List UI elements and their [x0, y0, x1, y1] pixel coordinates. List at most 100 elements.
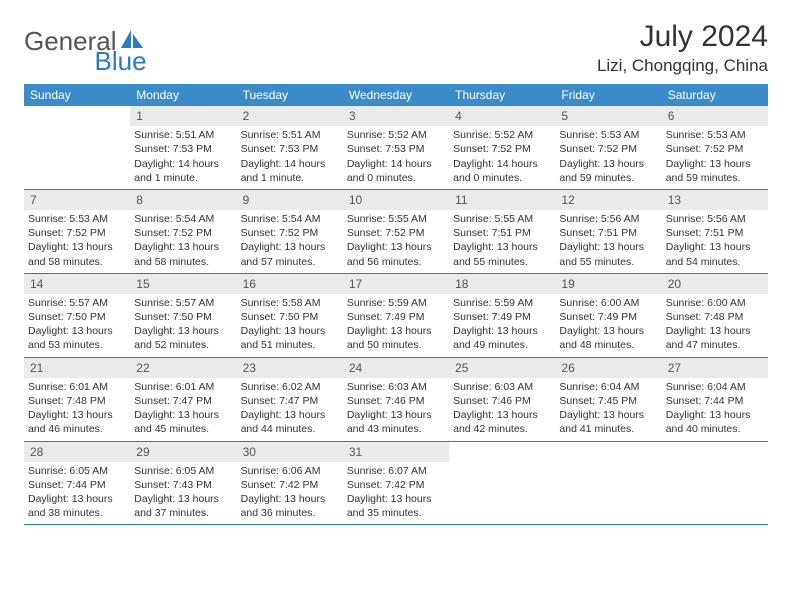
weekday-header: Sunday [24, 84, 130, 106]
day-details: Sunrise: 5:56 AMSunset: 7:51 PMDaylight:… [662, 210, 768, 273]
daylight-text: Daylight: 13 hours and 48 minutes. [559, 324, 657, 352]
day-details: Sunrise: 6:02 AMSunset: 7:47 PMDaylight:… [237, 378, 343, 441]
day-cell: 26Sunrise: 6:04 AMSunset: 7:45 PMDayligh… [555, 358, 661, 441]
sunset-text: Sunset: 7:53 PM [241, 142, 339, 156]
day-cell: 16Sunrise: 5:58 AMSunset: 7:50 PMDayligh… [237, 274, 343, 357]
day-cell: 17Sunrise: 5:59 AMSunset: 7:49 PMDayligh… [343, 274, 449, 357]
day-details: Sunrise: 5:59 AMSunset: 7:49 PMDaylight:… [343, 294, 449, 357]
day-details: Sunrise: 5:55 AMSunset: 7:52 PMDaylight:… [343, 210, 449, 273]
day-cell: 14Sunrise: 5:57 AMSunset: 7:50 PMDayligh… [24, 274, 130, 357]
day-details: Sunrise: 5:54 AMSunset: 7:52 PMDaylight:… [130, 210, 236, 273]
day-details: Sunrise: 5:53 AMSunset: 7:52 PMDaylight:… [24, 210, 130, 273]
sunrise-text: Sunrise: 5:55 AM [453, 212, 551, 226]
daylight-text: Daylight: 13 hours and 59 minutes. [559, 157, 657, 185]
sunrise-text: Sunrise: 6:00 AM [666, 296, 764, 310]
weekday-header-row: Sunday Monday Tuesday Wednesday Thursday… [24, 84, 768, 106]
sunset-text: Sunset: 7:49 PM [347, 310, 445, 324]
day-number: 4 [449, 106, 555, 126]
day-number: 14 [24, 274, 130, 294]
calendar-grid: Sunday Monday Tuesday Wednesday Thursday… [24, 84, 768, 525]
day-number: 31 [343, 442, 449, 462]
day-cell: 9Sunrise: 5:54 AMSunset: 7:52 PMDaylight… [237, 190, 343, 273]
day-cell: 29Sunrise: 6:05 AMSunset: 7:43 PMDayligh… [130, 442, 236, 525]
day-details: Sunrise: 6:03 AMSunset: 7:46 PMDaylight:… [343, 378, 449, 441]
weekday-header: Thursday [449, 84, 555, 106]
daylight-text: Daylight: 13 hours and 44 minutes. [241, 408, 339, 436]
daylight-text: Daylight: 13 hours and 40 minutes. [666, 408, 764, 436]
daylight-text: Daylight: 14 hours and 1 minute. [241, 157, 339, 185]
sunrise-text: Sunrise: 5:55 AM [347, 212, 445, 226]
sunrise-text: Sunrise: 5:54 AM [134, 212, 232, 226]
daylight-text: Daylight: 13 hours and 55 minutes. [559, 240, 657, 268]
day-number: 10 [343, 190, 449, 210]
sunrise-text: Sunrise: 5:59 AM [453, 296, 551, 310]
daylight-text: Daylight: 13 hours and 57 minutes. [241, 240, 339, 268]
sunset-text: Sunset: 7:51 PM [453, 226, 551, 240]
sunset-text: Sunset: 7:50 PM [134, 310, 232, 324]
sunrise-text: Sunrise: 6:03 AM [347, 380, 445, 394]
daylight-text: Daylight: 14 hours and 0 minutes. [453, 157, 551, 185]
day-details: Sunrise: 5:51 AMSunset: 7:53 PMDaylight:… [237, 126, 343, 189]
sunrise-text: Sunrise: 5:51 AM [134, 128, 232, 142]
title-block: July 2024 Lizi, Chongqing, China [597, 20, 768, 76]
day-number: 24 [343, 358, 449, 378]
day-cell: 22Sunrise: 6:01 AMSunset: 7:47 PMDayligh… [130, 358, 236, 441]
daylight-text: Daylight: 13 hours and 49 minutes. [453, 324, 551, 352]
sunrise-text: Sunrise: 5:52 AM [453, 128, 551, 142]
week-row: 21Sunrise: 6:01 AMSunset: 7:48 PMDayligh… [24, 358, 768, 442]
day-details: Sunrise: 6:01 AMSunset: 7:47 PMDaylight:… [130, 378, 236, 441]
sunset-text: Sunset: 7:43 PM [134, 478, 232, 492]
sunset-text: Sunset: 7:53 PM [347, 142, 445, 156]
day-details: Sunrise: 6:05 AMSunset: 7:44 PMDaylight:… [24, 462, 130, 525]
day-details: Sunrise: 5:53 AMSunset: 7:52 PMDaylight:… [555, 126, 661, 189]
sunrise-text: Sunrise: 5:53 AM [28, 212, 126, 226]
day-number: 6 [662, 106, 768, 126]
day-cell: 13Sunrise: 5:56 AMSunset: 7:51 PMDayligh… [662, 190, 768, 273]
day-details: Sunrise: 5:54 AMSunset: 7:52 PMDaylight:… [237, 210, 343, 273]
weekday-header: Wednesday [343, 84, 449, 106]
sunset-text: Sunset: 7:44 PM [666, 394, 764, 408]
day-number: 15 [130, 274, 236, 294]
day-cell: 20Sunrise: 6:00 AMSunset: 7:48 PMDayligh… [662, 274, 768, 357]
sunset-text: Sunset: 7:52 PM [28, 226, 126, 240]
sunset-text: Sunset: 7:52 PM [559, 142, 657, 156]
day-details: Sunrise: 5:55 AMSunset: 7:51 PMDaylight:… [449, 210, 555, 273]
day-number: 2 [237, 106, 343, 126]
sunset-text: Sunset: 7:46 PM [347, 394, 445, 408]
sunset-text: Sunset: 7:46 PM [453, 394, 551, 408]
sunrise-text: Sunrise: 5:56 AM [559, 212, 657, 226]
sunrise-text: Sunrise: 5:51 AM [241, 128, 339, 142]
daylight-text: Daylight: 13 hours and 55 minutes. [453, 240, 551, 268]
daylight-text: Daylight: 13 hours and 51 minutes. [241, 324, 339, 352]
daylight-text: Daylight: 13 hours and 35 minutes. [347, 492, 445, 520]
sunrise-text: Sunrise: 5:59 AM [347, 296, 445, 310]
day-cell: 7Sunrise: 5:53 AMSunset: 7:52 PMDaylight… [24, 190, 130, 273]
daylight-text: Daylight: 13 hours and 43 minutes. [347, 408, 445, 436]
day-number: 17 [343, 274, 449, 294]
daylight-text: Daylight: 13 hours and 54 minutes. [666, 240, 764, 268]
daylight-text: Daylight: 13 hours and 41 minutes. [559, 408, 657, 436]
day-details: Sunrise: 5:56 AMSunset: 7:51 PMDaylight:… [555, 210, 661, 273]
sunset-text: Sunset: 7:52 PM [241, 226, 339, 240]
day-cell: 11Sunrise: 5:55 AMSunset: 7:51 PMDayligh… [449, 190, 555, 273]
day-number: 7 [24, 190, 130, 210]
sunrise-text: Sunrise: 6:00 AM [559, 296, 657, 310]
day-details: Sunrise: 6:04 AMSunset: 7:44 PMDaylight:… [662, 378, 768, 441]
day-cell: 23Sunrise: 6:02 AMSunset: 7:47 PMDayligh… [237, 358, 343, 441]
day-details: Sunrise: 6:03 AMSunset: 7:46 PMDaylight:… [449, 378, 555, 441]
day-cell: 10Sunrise: 5:55 AMSunset: 7:52 PMDayligh… [343, 190, 449, 273]
day-details: Sunrise: 5:53 AMSunset: 7:52 PMDaylight:… [662, 126, 768, 189]
day-cell: 15Sunrise: 5:57 AMSunset: 7:50 PMDayligh… [130, 274, 236, 357]
sunset-text: Sunset: 7:49 PM [559, 310, 657, 324]
brand-text-2: Blue [95, 46, 147, 77]
daylight-text: Daylight: 13 hours and 42 minutes. [453, 408, 551, 436]
weekday-header: Saturday [662, 84, 768, 106]
day-number: 18 [449, 274, 555, 294]
brand-logo: General Blue [24, 20, 201, 57]
day-cell: 12Sunrise: 5:56 AMSunset: 7:51 PMDayligh… [555, 190, 661, 273]
sunrise-text: Sunrise: 6:07 AM [347, 464, 445, 478]
sunset-text: Sunset: 7:47 PM [241, 394, 339, 408]
day-cell: 30Sunrise: 6:06 AMSunset: 7:42 PMDayligh… [237, 442, 343, 525]
sunset-text: Sunset: 7:42 PM [347, 478, 445, 492]
day-details: Sunrise: 5:58 AMSunset: 7:50 PMDaylight:… [237, 294, 343, 357]
